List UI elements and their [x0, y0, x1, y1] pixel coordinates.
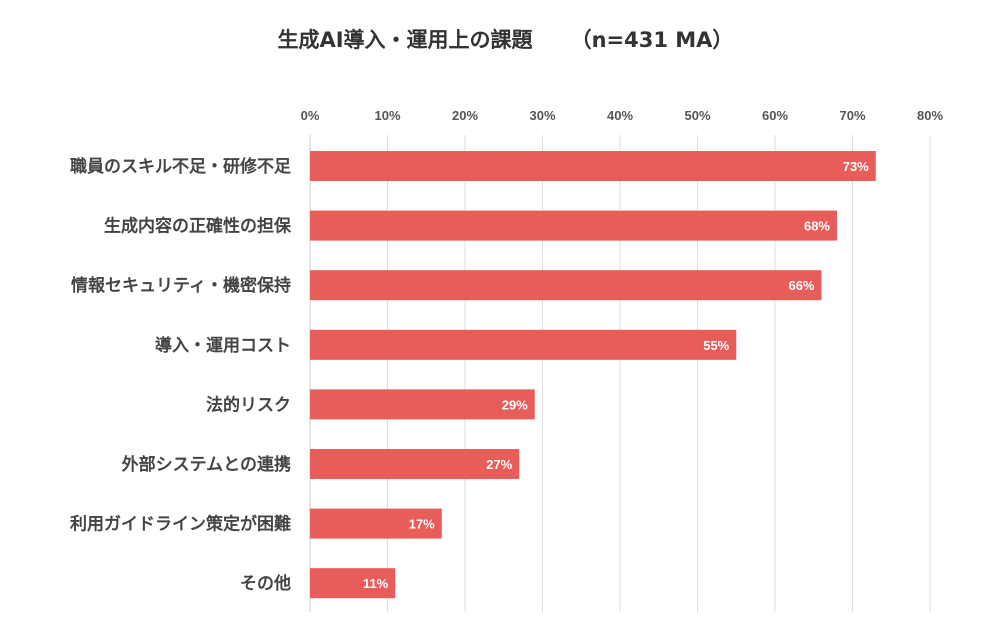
chart-subtitle: （n=431 MA） [571, 28, 734, 52]
x-tick-label: 10% [374, 108, 400, 123]
x-tick-label: 20% [452, 108, 478, 123]
x-tick-label: 30% [529, 108, 555, 123]
category-label: 生成内容の正確性の担保 [104, 216, 292, 237]
x-tick-label: 40% [607, 108, 633, 123]
category-label: 外部システムとの連携 [122, 454, 291, 475]
x-tick-label: 70% [839, 108, 865, 123]
data-label: 11% [363, 576, 389, 591]
bar [310, 508, 442, 539]
bar [310, 329, 737, 360]
category-label: 情報セキュリティ・機密保持 [71, 275, 291, 296]
bar [310, 151, 876, 181]
category-label: 職員のスキル不足・研修不足 [70, 156, 291, 177]
x-tick-label: 80% [917, 108, 943, 123]
x-tick-label: 0% [301, 108, 320, 123]
chart-title: 生成AI導入・運用上の課題 [277, 28, 533, 52]
data-label: 27% [486, 457, 512, 472]
data-label: 66% [788, 278, 814, 293]
data-label: 29% [502, 397, 528, 412]
category-label: その他 [240, 573, 291, 594]
bar [310, 568, 396, 599]
data-label: 73% [843, 159, 869, 174]
bar [310, 449, 520, 479]
x-tick-label: 50% [684, 108, 710, 123]
bar [310, 210, 837, 241]
bar [310, 389, 535, 420]
category-label: 導入・運用コスト [155, 335, 291, 356]
bar [310, 270, 822, 301]
data-label: 68% [804, 219, 830, 234]
data-label: 17% [409, 517, 435, 532]
category-label: 利用ガイドライン策定が困難 [70, 514, 291, 535]
category-label: 法的リスク [206, 394, 291, 415]
x-tick-label: 60% [762, 108, 788, 123]
data-label: 55% [703, 338, 729, 353]
